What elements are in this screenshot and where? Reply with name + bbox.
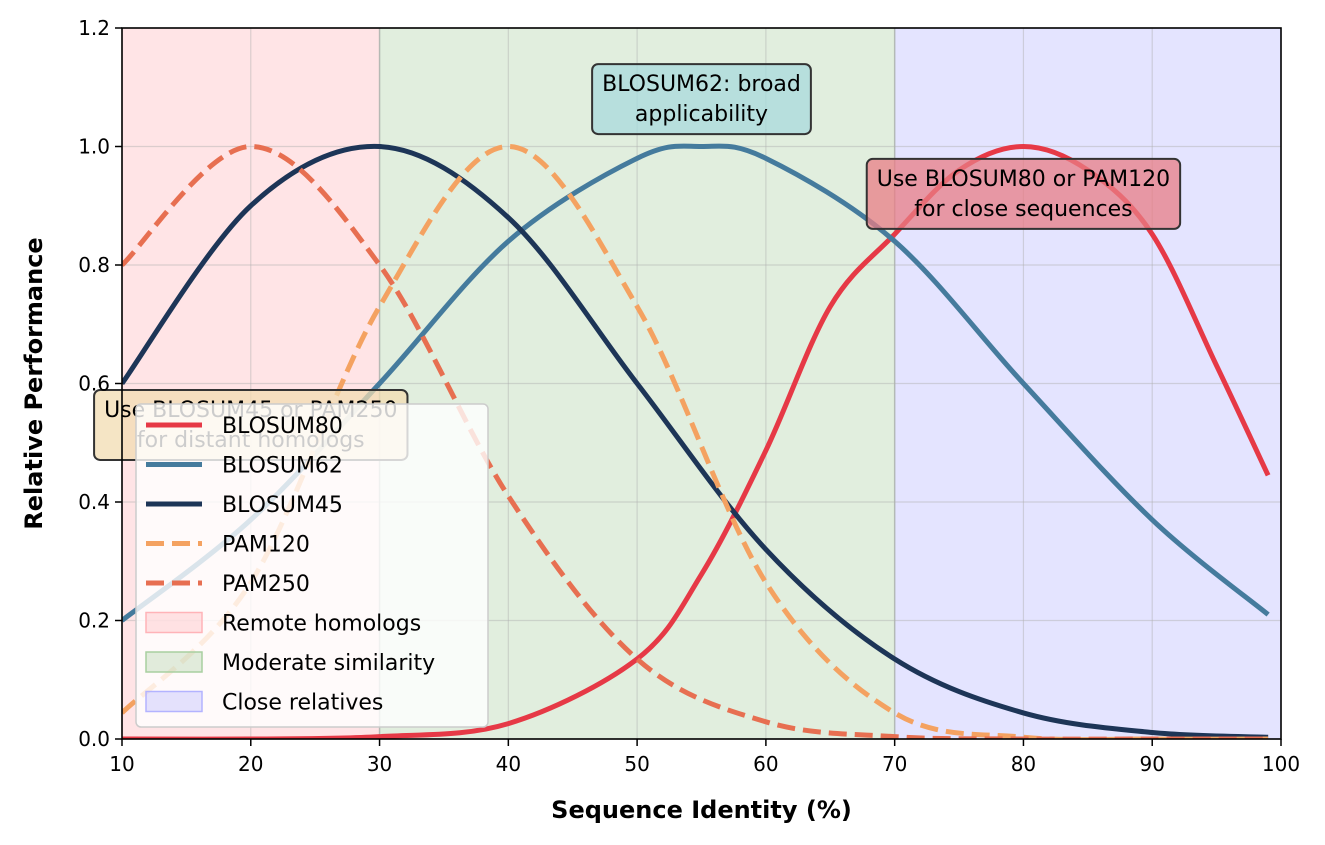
legend-label: BLOSUM45	[222, 493, 343, 518]
legend-label: Close relatives	[222, 691, 383, 716]
legend-label: Moderate similarity	[222, 651, 435, 676]
y-tick-label: 1.0	[78, 135, 110, 159]
annotation-text: for close sequences	[914, 197, 1132, 222]
legend-swatch-region	[145, 611, 203, 634]
x-tick-label: 70	[882, 752, 907, 776]
legend-label: Remote homologs	[222, 612, 421, 637]
annotation-box: BLOSUM62: broad applicability	[591, 63, 812, 136]
legend-box	[135, 403, 489, 728]
y-axis-label: Relative Performance	[20, 237, 48, 529]
y-tick-label: 0.4	[78, 490, 110, 514]
x-tick-label: 40	[496, 752, 521, 776]
region-band	[894, 28, 1281, 739]
series-line-blosum45	[122, 143, 1269, 739]
annotation-text: applicability	[635, 102, 768, 127]
x-tick-label: 20	[238, 752, 263, 776]
x-tick-label: 100	[1262, 752, 1300, 776]
legend-label: BLOSUM62	[222, 454, 343, 479]
legend-label: PAM250	[222, 572, 310, 597]
annotation-text: Use BLOSUM80 or PAM120	[877, 167, 1170, 192]
x-tick-label: 60	[753, 752, 778, 776]
x-tick-label: 80	[1011, 752, 1036, 776]
annotation-background	[865, 157, 1182, 230]
y-tick-label: 0.2	[78, 609, 110, 633]
axes: 10 20 30 40 50 60 70 80 90 100 0.0 0.2 0.4 0.6 0.8 1.0 1…	[78, 16, 1300, 776]
series-line-pam250	[122, 144, 1269, 739]
x-tick-label: 90	[1139, 752, 1164, 776]
annotation-text: BLOSUM62: broad	[602, 72, 801, 97]
x-tick-label: 30	[367, 752, 392, 776]
y-tick-label: 0.8	[78, 253, 110, 277]
legend-swatch-region	[145, 690, 203, 713]
x-tick-label: 50	[624, 752, 649, 776]
x-axis-label: Sequence Identity (%)	[551, 796, 852, 824]
annotation-background	[591, 63, 812, 136]
y-tick-label: 0.6	[78, 372, 110, 396]
annotation-box: Use BLOSUM80 or PAM120 for close sequence…	[865, 157, 1182, 230]
x-tick-label: 10	[109, 752, 134, 776]
legend-swatch-region	[145, 651, 203, 673]
y-tick-label: 0.0	[78, 727, 110, 751]
legend-label: PAM120	[222, 533, 310, 558]
legend-label: BLOSUM80	[222, 414, 343, 439]
legend: BLOSUM80 BLOSUM62 BLOSUM45 PAM120 PAM250 Remo…	[135, 403, 489, 728]
y-tick-label: 1.2	[78, 16, 110, 40]
